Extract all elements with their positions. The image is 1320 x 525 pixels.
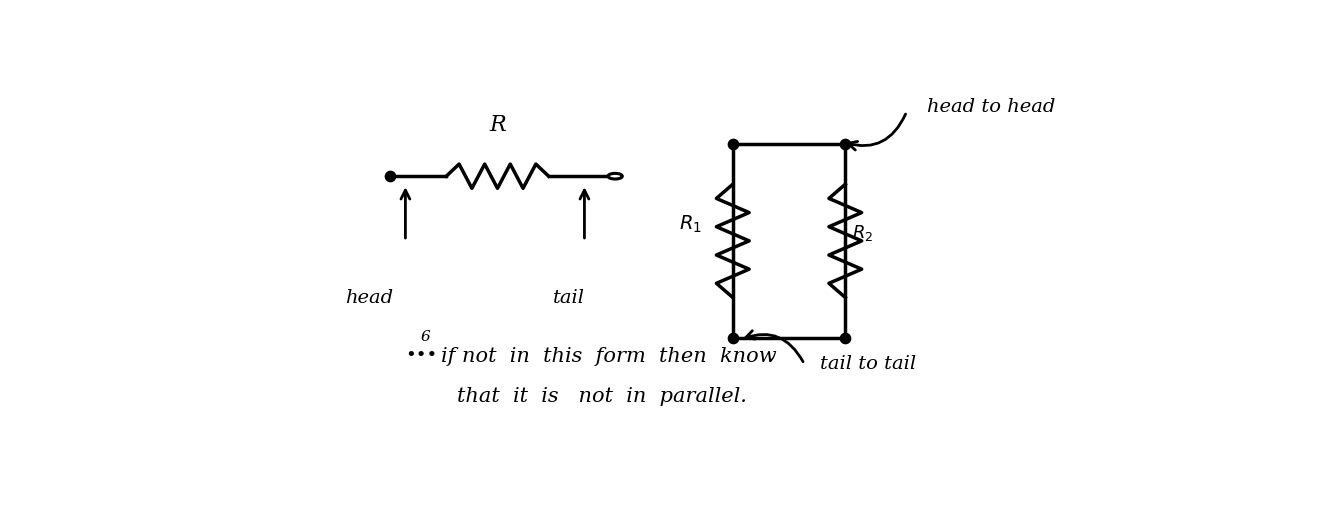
Text: 6: 6 <box>421 330 430 344</box>
Text: head to head: head to head <box>927 99 1056 117</box>
Point <box>380 172 401 181</box>
Text: that  it  is   not  in  parallel.: that it is not in parallel. <box>457 387 746 406</box>
Text: $R_2$: $R_2$ <box>853 223 874 243</box>
Text: $R_1$: $R_1$ <box>680 214 702 235</box>
Text: tail: tail <box>553 289 585 307</box>
Point <box>834 334 855 342</box>
Text: R: R <box>490 114 506 136</box>
Point <box>722 140 743 148</box>
Point <box>722 334 743 342</box>
Text: tail to tail: tail to tail <box>820 355 916 373</box>
Text: head: head <box>346 289 393 307</box>
Point <box>834 140 855 148</box>
Text: •••: ••• <box>405 347 438 365</box>
Text: if not  in  this  form  then  know: if not in this form then know <box>441 346 777 365</box>
